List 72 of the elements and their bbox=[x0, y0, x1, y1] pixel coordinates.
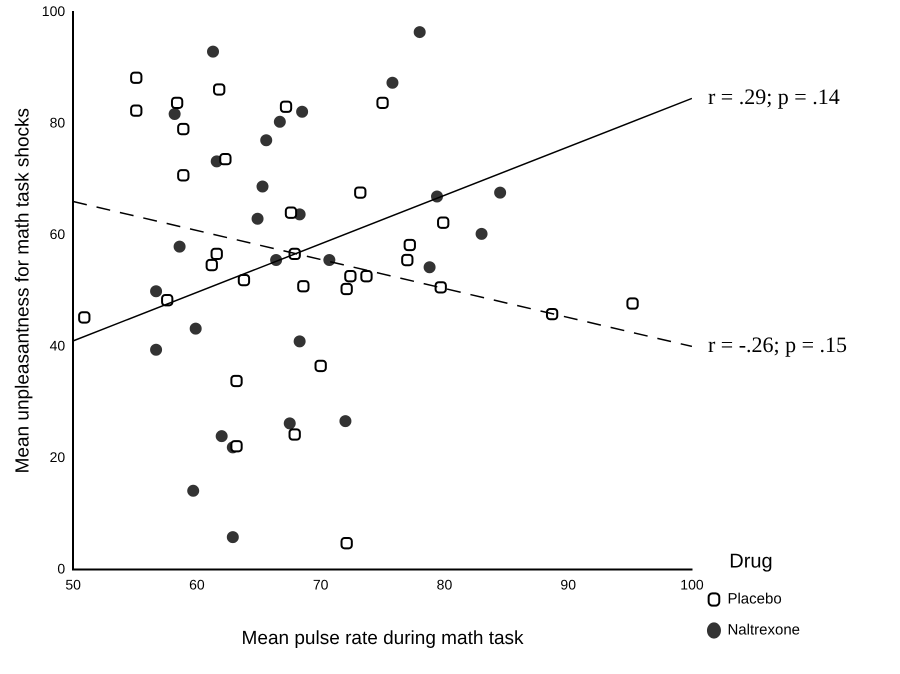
point bbox=[177, 169, 190, 182]
x-tick-label: 50 bbox=[65, 576, 82, 593]
point bbox=[274, 116, 286, 128]
point bbox=[150, 344, 162, 356]
x-tick-label: 90 bbox=[560, 576, 576, 593]
point bbox=[213, 83, 226, 96]
point bbox=[340, 537, 353, 550]
point bbox=[280, 100, 292, 113]
legend-label: Placebo bbox=[727, 590, 782, 608]
point bbox=[78, 311, 90, 324]
point bbox=[494, 186, 506, 199]
point bbox=[360, 270, 373, 282]
point bbox=[238, 274, 250, 286]
point bbox=[284, 206, 298, 219]
point bbox=[150, 285, 162, 298]
point bbox=[344, 270, 357, 282]
y-tick-label: 40 bbox=[50, 337, 66, 354]
point bbox=[130, 104, 142, 117]
point bbox=[284, 417, 296, 430]
point bbox=[260, 134, 272, 146]
point bbox=[376, 96, 389, 110]
point bbox=[314, 360, 327, 372]
point bbox=[437, 216, 450, 229]
y-tick-label: 20 bbox=[50, 448, 66, 465]
legend-label: Naltrexone bbox=[727, 622, 800, 639]
point bbox=[546, 308, 558, 320]
point bbox=[219, 153, 232, 166]
point bbox=[187, 484, 200, 497]
point bbox=[323, 254, 336, 266]
x-tick-label: 60 bbox=[189, 576, 205, 593]
y-tick-label: 0 bbox=[57, 560, 66, 576]
point bbox=[476, 228, 488, 240]
y-tick-label: 100 bbox=[42, 2, 66, 19]
point bbox=[434, 281, 447, 294]
point bbox=[130, 72, 142, 84]
y-axis-title: Mean unpleasantness for math task shocks bbox=[12, 108, 34, 474]
x-axis-title: Mean pulse rate during math task bbox=[242, 628, 524, 649]
point bbox=[230, 374, 243, 388]
point bbox=[626, 297, 639, 310]
point bbox=[177, 122, 190, 136]
point bbox=[294, 335, 306, 348]
point bbox=[297, 280, 310, 292]
annotation: r = .29; p = .14 bbox=[708, 84, 840, 110]
x-tick-label: 70 bbox=[312, 576, 329, 593]
legend-title: Drug bbox=[729, 550, 773, 573]
point bbox=[168, 108, 181, 120]
point bbox=[207, 46, 220, 58]
point bbox=[216, 430, 228, 442]
point bbox=[210, 248, 223, 260]
x-tick-label: 80 bbox=[436, 576, 452, 593]
annotation: r = -.26; p = .15 bbox=[708, 332, 848, 358]
x-tick-label: 100 bbox=[680, 576, 704, 593]
point bbox=[174, 240, 186, 253]
point bbox=[226, 531, 239, 544]
point bbox=[339, 415, 352, 428]
point bbox=[256, 180, 269, 192]
point bbox=[404, 238, 416, 252]
point bbox=[340, 282, 353, 296]
point bbox=[288, 428, 301, 441]
point bbox=[424, 261, 436, 274]
point bbox=[252, 212, 264, 225]
point bbox=[170, 96, 184, 110]
point bbox=[206, 258, 218, 272]
point bbox=[354, 186, 366, 199]
point bbox=[386, 76, 398, 89]
point bbox=[190, 322, 202, 335]
y-tick-label: 80 bbox=[50, 114, 66, 130]
point bbox=[296, 106, 308, 118]
y-tick-label: 60 bbox=[50, 226, 66, 242]
point bbox=[414, 26, 426, 38]
point bbox=[230, 440, 243, 452]
point bbox=[401, 254, 414, 266]
